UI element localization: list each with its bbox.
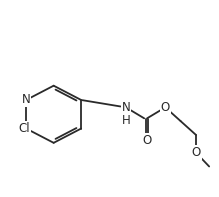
Text: Cl: Cl bbox=[18, 122, 30, 135]
Text: O: O bbox=[191, 146, 201, 159]
Text: O: O bbox=[161, 101, 170, 114]
Text: H: H bbox=[122, 114, 130, 127]
Text: N: N bbox=[122, 101, 130, 114]
Text: O: O bbox=[142, 134, 152, 147]
Text: N: N bbox=[22, 94, 30, 106]
